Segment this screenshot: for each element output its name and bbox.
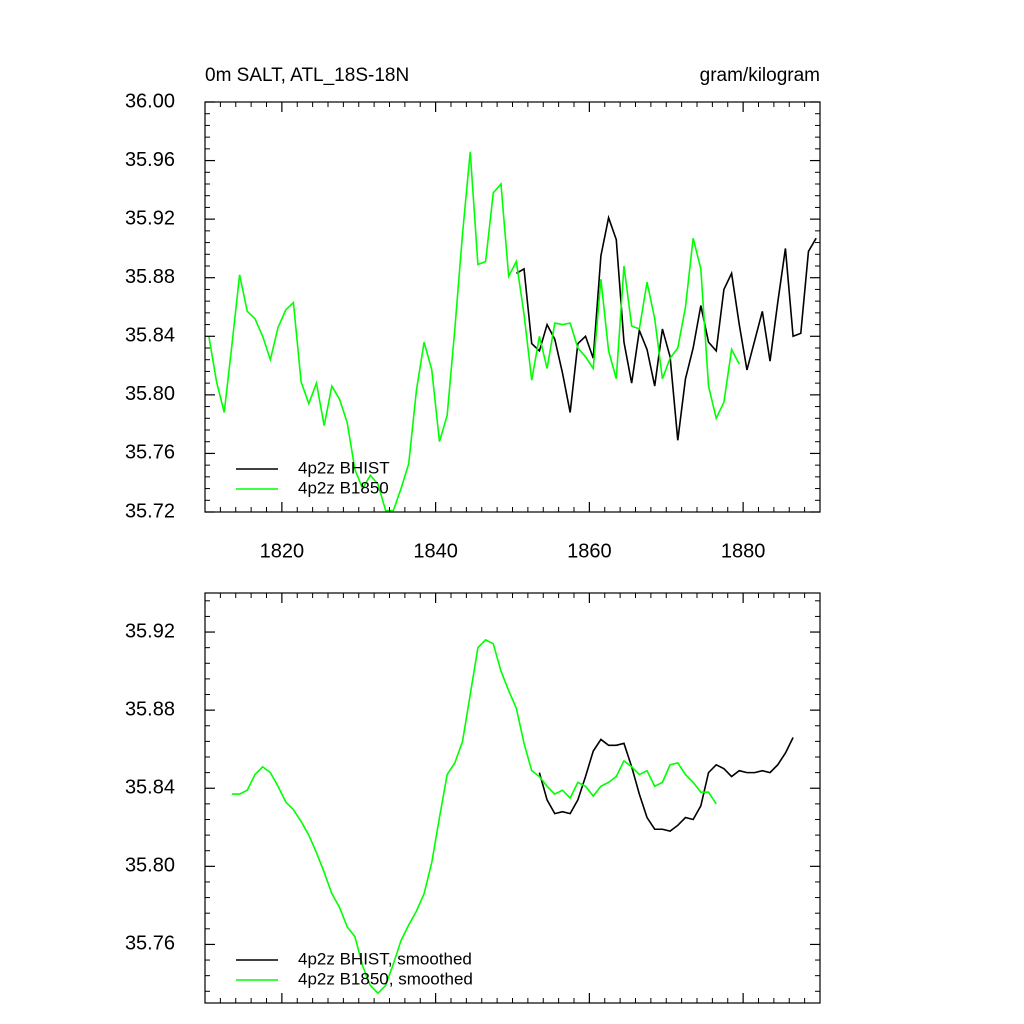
x-tick-label: 1840 [413,540,458,562]
y-tick-label: 35.96 [125,149,175,171]
legend-label: 4p2z B1850, smoothed [298,969,473,988]
legend-label: 4p2z BHIST, smoothed [298,949,472,968]
data-line [231,638,717,995]
y-tick-label: 35.84 [125,325,175,347]
y-tick-label: 35.80 [125,383,175,405]
plot-frame [204,592,821,1004]
x-tick-label: 1860 [567,540,612,562]
x-tick-label: 1880 [721,540,766,562]
data-line [538,737,794,833]
y-tick-label: 35.76 [125,933,175,955]
y-tick-label: 35.92 [125,207,175,229]
y-tick-label: 35.92 [125,620,175,642]
units-label: gram/kilogram [700,65,820,86]
y-tick-label: 35.72 [125,500,175,522]
data-line [515,214,817,441]
y-tick-label: 35.76 [125,442,175,464]
legend-label: 4p2z B1850 [298,478,389,497]
y-tick-label: 35.80 [125,855,175,877]
x-tick-label: 1820 [260,540,305,562]
chart-title: 0m SALT, ATL_18S-18N [205,65,409,86]
data-line [208,151,740,512]
y-tick-label: 35.88 [125,698,175,720]
y-tick-label: 35.88 [125,266,175,288]
y-tick-label: 35.84 [125,777,175,799]
legend-label: 4p2z BHIST [298,458,390,477]
y-tick-label: 36.00 [125,90,175,112]
plot-frame [204,101,821,513]
